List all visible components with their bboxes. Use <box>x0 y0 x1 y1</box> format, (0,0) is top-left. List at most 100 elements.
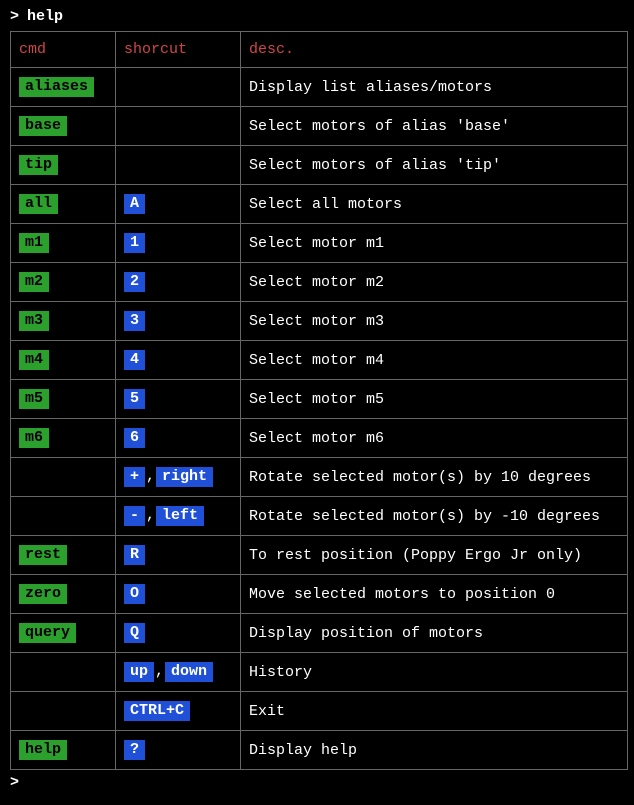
table-row: m5 5 Select motor m5 <box>11 380 628 419</box>
desc-text: Select motors of alias 'base' <box>249 118 510 135</box>
shortcut-badge: 3 <box>124 311 145 331</box>
shortcut-badge: 1 <box>124 233 145 253</box>
cmd-cell: all <box>11 185 116 224</box>
cmd-badge: m1 <box>19 233 49 253</box>
shortcut-cell: 3 <box>116 302 241 341</box>
cmd-badge: tip <box>19 155 58 175</box>
desc-cell: Display list aliases/motors <box>241 68 628 107</box>
shortcut-badge: left <box>156 506 204 526</box>
shortcut-separator: , <box>146 507 155 524</box>
header-shortcut: shorcut <box>124 41 187 58</box>
shortcut-badge: 4 <box>124 350 145 370</box>
shortcut-badge: CTRL+C <box>124 701 190 721</box>
cmd-badge: all <box>19 194 58 214</box>
table-row: allASelect all motors <box>11 185 628 224</box>
table-row: m3 3 Select motor m3 <box>11 302 628 341</box>
table-row: rest R To rest position (Poppy Ergo Jr onl… <box>11 536 628 575</box>
shortcut-cell <box>116 146 241 185</box>
shortcut-cell: O <box>116 575 241 614</box>
cmd-badge: help <box>19 740 67 760</box>
cmd-badge: m3 <box>19 311 49 331</box>
desc-cell: Select motor m2 <box>241 263 628 302</box>
desc-cell: Move selected motors to position 0 <box>241 575 628 614</box>
desc-cell: Rotate selected motor(s) by -10 degrees <box>241 497 628 536</box>
table-row: m4 4 Select motor m4 <box>11 341 628 380</box>
shortcut-badge: 5 <box>124 389 145 409</box>
desc-cell: Display position of motors <box>241 614 628 653</box>
shortcut-cell: 4 <box>116 341 241 380</box>
prompt-command: help <box>27 8 63 25</box>
desc-cell: To rest position (Poppy Ergo Jr only) <box>241 536 628 575</box>
cmd-badge: m5 <box>19 389 49 409</box>
prompt-char: > <box>10 8 19 25</box>
shortcut-cell: Q <box>116 614 241 653</box>
shortcut-cell: CTRL+C <box>116 692 241 731</box>
shortcut-cell: 6 <box>116 419 241 458</box>
desc-cell: Select motor m5 <box>241 380 628 419</box>
cmd-cell: m2 <box>11 263 116 302</box>
cmd-cell: m4 <box>11 341 116 380</box>
bottom-prompt-line: > <box>10 774 626 791</box>
cmd-cell: tip <box>11 146 116 185</box>
table-row: m1 1 Select motor m1 <box>11 224 628 263</box>
cmd-badge: rest <box>19 545 67 565</box>
shortcut-badge: up <box>124 662 154 682</box>
desc-text: Select motor m3 <box>249 313 384 330</box>
cmd-cell: aliases <box>11 68 116 107</box>
table-row: base Select motors of alias 'base' <box>11 107 628 146</box>
desc-text: History <box>249 664 312 681</box>
desc-cell: Rotate selected motor(s) by 10 degrees <box>241 458 628 497</box>
shortcut-badge: + <box>124 467 145 487</box>
desc-cell: Select motor m4 <box>241 341 628 380</box>
shortcut-cell <box>116 68 241 107</box>
cmd-cell: m3 <box>11 302 116 341</box>
cmd-badge: base <box>19 116 67 136</box>
desc-text: Exit <box>249 703 285 720</box>
help-table: cmd shorcut desc. aliases Display list al… <box>10 31 628 770</box>
table-row: tip Select motors of alias 'tip' <box>11 146 628 185</box>
table-row: aliases Display list aliases/motors <box>11 68 628 107</box>
desc-cell: Select motor m3 <box>241 302 628 341</box>
shortcut-badge: 6 <box>124 428 145 448</box>
desc-text: Select motor m4 <box>249 352 384 369</box>
desc-text: Select motor m6 <box>249 430 384 447</box>
table-row: zero OMove selected motors to position 0 <box>11 575 628 614</box>
desc-text: Rotate selected motor(s) by 10 degrees <box>249 469 591 486</box>
shortcut-cell: up,down <box>116 653 241 692</box>
shortcut-cell: 5 <box>116 380 241 419</box>
cmd-badge: m4 <box>19 350 49 370</box>
shortcut-badge: down <box>165 662 213 682</box>
desc-text: Select motor m1 <box>249 235 384 252</box>
prompt-line: > help <box>10 8 626 25</box>
shortcut-cell: 2 <box>116 263 241 302</box>
cmd-badge: zero <box>19 584 67 604</box>
shortcut-cell <box>116 107 241 146</box>
desc-cell: Select motor m1 <box>241 224 628 263</box>
header-cmd: cmd <box>19 41 46 58</box>
table-header-row: cmd shorcut desc. <box>11 32 628 68</box>
cmd-cell: zero <box>11 575 116 614</box>
header-desc: desc. <box>249 41 294 58</box>
desc-cell: Exit <box>241 692 628 731</box>
desc-cell: Select motor m6 <box>241 419 628 458</box>
cmd-badge: aliases <box>19 77 94 97</box>
desc-text: Select motor m2 <box>249 274 384 291</box>
shortcut-badge: - <box>124 506 145 526</box>
shortcut-cell: -,left <box>116 497 241 536</box>
shortcut-separator: , <box>146 468 155 485</box>
shortcut-cell: 1 <box>116 224 241 263</box>
shortcut-badge: Q <box>124 623 145 643</box>
cmd-cell <box>11 653 116 692</box>
cmd-cell <box>11 458 116 497</box>
table-row: queryQDisplay position of motors <box>11 614 628 653</box>
shortcut-cell: R <box>116 536 241 575</box>
cmd-cell: base <box>11 107 116 146</box>
table-row: m6 6 Select motor m6 <box>11 419 628 458</box>
desc-cell: History <box>241 653 628 692</box>
desc-text: Select motors of alias 'tip' <box>249 157 501 174</box>
desc-text: To rest position (Poppy Ergo Jr only) <box>249 547 582 564</box>
table-row: +,rightRotate selected motor(s) by 10 de… <box>11 458 628 497</box>
shortcut-badge: 2 <box>124 272 145 292</box>
desc-cell: Select all motors <box>241 185 628 224</box>
cmd-badge: m6 <box>19 428 49 448</box>
